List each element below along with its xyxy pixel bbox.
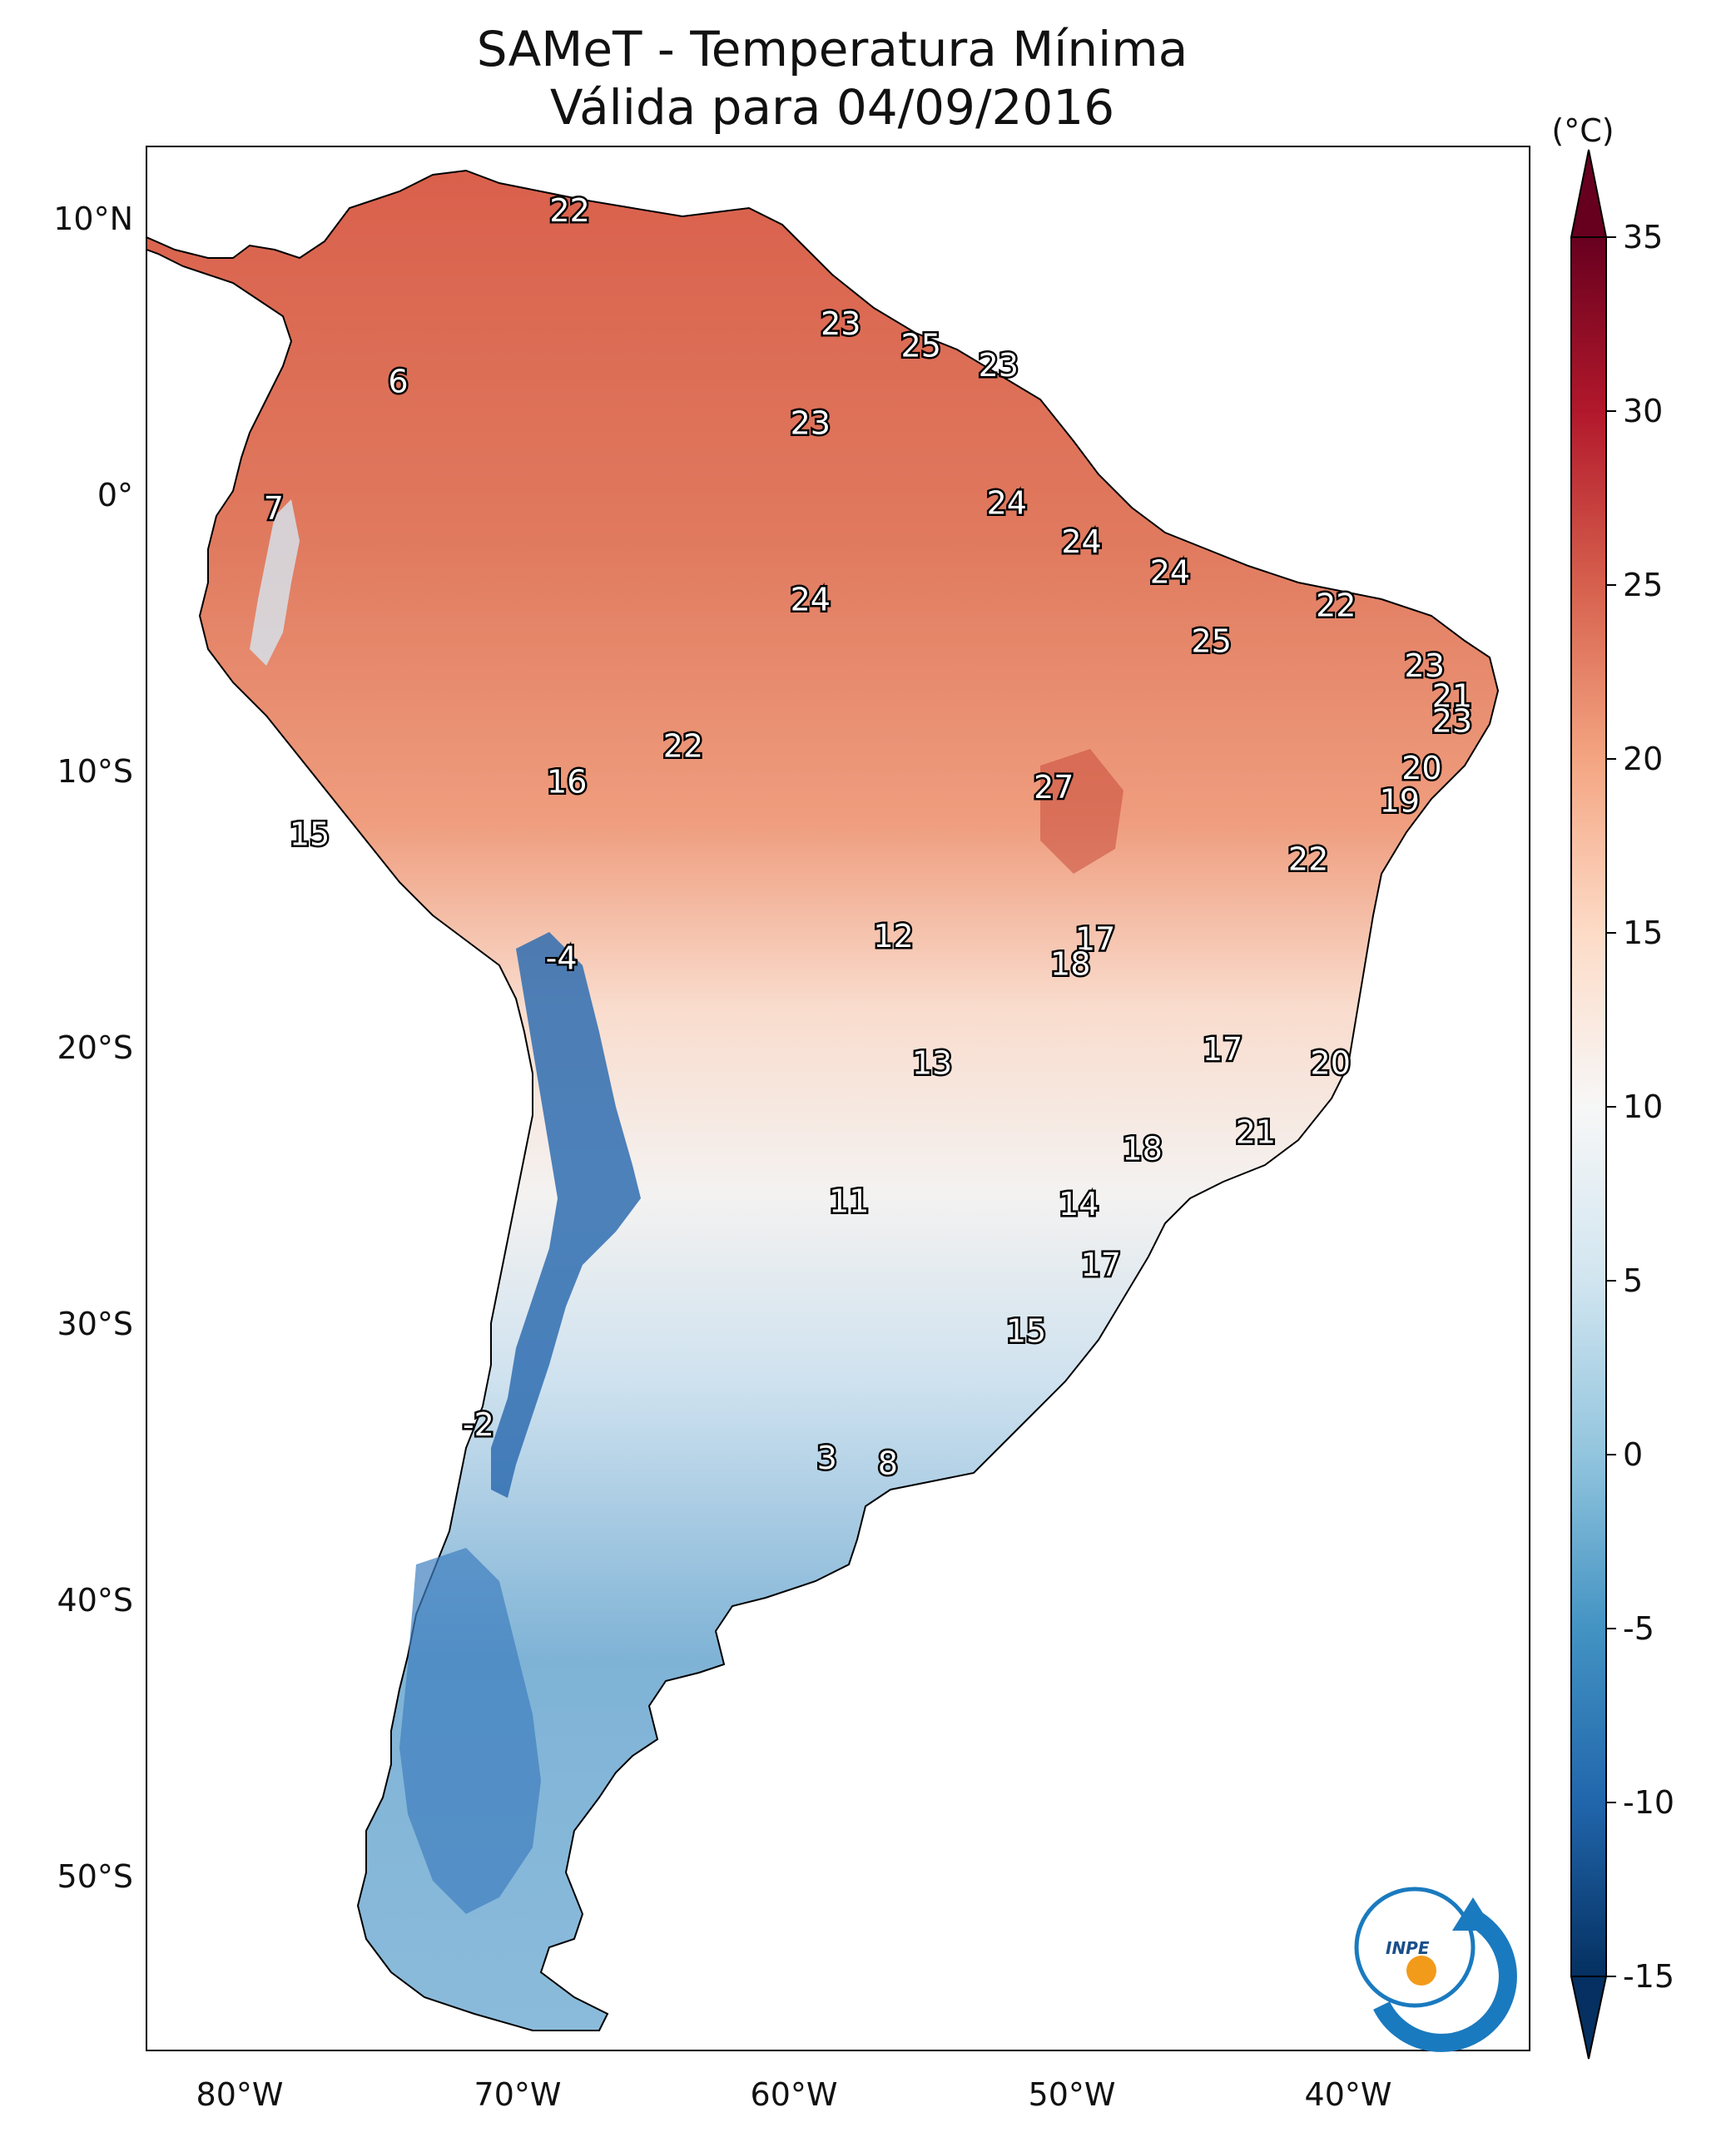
colorbar-fill: [1570, 236, 1607, 1977]
temperature-label: 17: [1075, 921, 1115, 958]
colorbar-ticks: 35 30 25 20 15 10 5 0 -5 -10 -15: [1606, 219, 1674, 1995]
temperature-label: 22: [663, 727, 703, 764]
temperature-label: 24: [791, 582, 831, 618]
lat-tick: 40°S: [57, 1582, 133, 1619]
lon-tick: 60°W: [751, 2076, 838, 2113]
colorbar-tick-label: 35: [1623, 219, 1663, 255]
temperature-label: 8: [878, 1445, 898, 1482]
inpe-logo: INPE: [1354, 1887, 1517, 2052]
colorbar-tick-label: 10: [1623, 1088, 1663, 1125]
patagonia-cold: [399, 1548, 541, 1914]
map-title: SAMeT - Temperatura Mínima: [476, 21, 1188, 77]
lat-tick-labels: 10°N 0° 10°S 20°S 30°S 40°S 50°S: [53, 201, 133, 1895]
temperature-label: 23: [1405, 647, 1445, 684]
temperature-label: 15: [1006, 1312, 1046, 1349]
temperature-label: 25: [901, 328, 941, 364]
colorbar-tick-label: 5: [1623, 1262, 1643, 1299]
lon-tick: 80°W: [196, 2076, 284, 2113]
temperature-label: 20: [1401, 750, 1441, 786]
temperature-label: -4: [546, 940, 578, 977]
map-subtitle: Válida para 04/09/2016: [549, 79, 1115, 136]
temperature-label: 27: [1034, 769, 1074, 806]
temperature-label: 17: [1203, 1031, 1242, 1068]
temperature-label: 23: [979, 347, 1019, 384]
lon-tick-labels: 80°W 70°W 60°W 50°W 40°W: [196, 2076, 1392, 2113]
south-america-landmass: [146, 169, 1500, 2031]
temperature-label: 24: [987, 485, 1027, 522]
temperature-label: 14: [1059, 1186, 1099, 1222]
colorbar-max-arrow: [1570, 149, 1608, 238]
lat-tick: 20°S: [57, 1029, 133, 1066]
temperature-label: 23: [821, 305, 861, 342]
temperature-label: 15: [290, 816, 330, 853]
colorbar-unit: (°C): [1551, 112, 1614, 149]
temperature-label: 11: [829, 1183, 869, 1220]
lat-tick: 0°: [97, 477, 133, 513]
colorbar-tick-label: -15: [1623, 1958, 1674, 1995]
colorbar-tick-label: 30: [1623, 393, 1663, 429]
colorbar-min-arrow: [1570, 1976, 1608, 2060]
temperature-label: 21: [1236, 1114, 1276, 1151]
temperature-label: 13: [912, 1045, 952, 1082]
temperature-label: 6: [388, 364, 408, 400]
colorbar-tick-label: -5: [1623, 1610, 1654, 1647]
temperature-label: 12: [873, 918, 913, 955]
lon-tick: 70°W: [474, 2076, 562, 2113]
temperature-label: 22: [549, 192, 589, 229]
temperature-label: 25: [1192, 622, 1232, 659]
temperature-label: 16: [547, 764, 587, 801]
colorbar-tick-label: 25: [1623, 567, 1663, 603]
logo-text: INPE: [1386, 1938, 1430, 1958]
lat-tick: 50°S: [57, 1858, 133, 1895]
temperature-label: 24: [1150, 554, 1190, 591]
temperature-label: 18: [1122, 1131, 1162, 1168]
temperature-label: 24: [1061, 523, 1101, 560]
lon-tick: 50°W: [1029, 2076, 1116, 2113]
andes-cold-band: [491, 932, 641, 1498]
lat-tick: 30°S: [57, 1306, 133, 1342]
temperature-label: -2: [463, 1406, 494, 1443]
temperature-label: 22: [1316, 587, 1356, 623]
temperature-label: 23: [791, 404, 831, 441]
andes-north-cold: [250, 499, 300, 666]
lat-tick: 10°S: [57, 753, 133, 790]
temperature-label: 19: [1380, 783, 1420, 820]
temperature-label: 20: [1311, 1045, 1351, 1082]
temperature-label: 21: [1432, 678, 1472, 715]
colorbar-tick-label: -10: [1623, 1784, 1674, 1821]
colorbar: (°C) 35 30 25 20 15 10 5 0 -5 -10 -15: [1551, 112, 1674, 2060]
lon-tick: 40°W: [1305, 2076, 1392, 2113]
temperature-label: 7: [264, 490, 284, 527]
temperature-label: 23: [1432, 703, 1472, 740]
warm-core-tocantins: [1040, 749, 1123, 874]
colorbar-tick-label: 15: [1623, 915, 1663, 951]
temperature-label: 22: [1288, 840, 1328, 877]
temperature-label: 17: [1081, 1247, 1121, 1283]
temperature-label: 18: [1050, 945, 1090, 982]
temperature-label: 3: [817, 1440, 837, 1476]
colorbar-tick-label: 0: [1623, 1436, 1643, 1473]
lat-tick: 10°N: [53, 201, 133, 237]
colorbar-tick-label: 20: [1623, 741, 1663, 777]
